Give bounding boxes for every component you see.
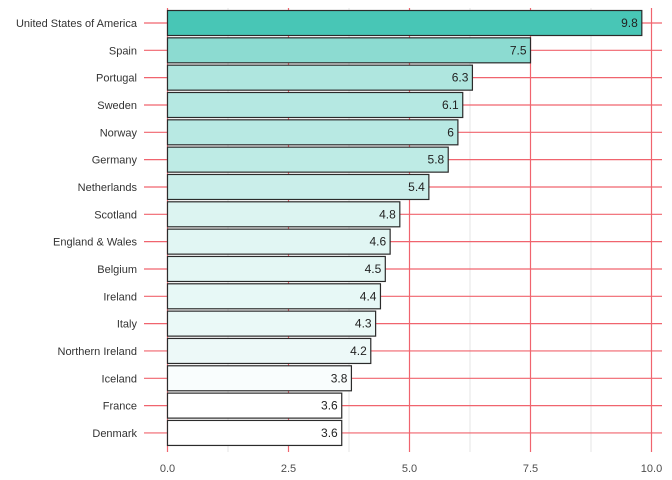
value-label: 4.4 [360,289,377,303]
bar [166,283,382,310]
category-label: Spain [109,45,137,57]
bar [166,310,377,337]
bar [166,64,474,91]
bar [166,255,386,283]
bar [166,91,464,119]
x-tick-label: 10.0 [641,463,662,475]
x-tick-label: 7.5 [523,463,538,475]
category-label: Belgium [97,264,137,276]
category-label: Norway [100,127,138,139]
bars-layer [166,9,643,447]
value-label: 4.5 [365,262,382,276]
bar [166,146,449,173]
category-label: Sweden [97,100,137,112]
value-label: 7.5 [510,43,527,57]
bar [166,392,343,419]
category-label: Netherlands [78,182,138,194]
category-label: United States of America [16,18,138,30]
value-label: 4.2 [350,344,367,358]
value-label: 9.8 [621,16,638,30]
value-label: 6.3 [452,71,469,85]
category-label: Northern Ireland [58,346,138,358]
x-tick-label: 2.5 [281,463,296,475]
x-axis: 0.0 2.5 5.0 7.5 10.0 [160,463,662,475]
labels-layer: 9.8 United States of America 7.5 Spain 6.3 Po… [16,16,638,440]
bar [166,365,353,392]
x-tick-label: 0.0 [160,463,175,475]
category-label: Denmark [92,428,137,440]
bar [166,337,372,365]
value-label: 4.8 [379,207,396,221]
value-label: 4.6 [369,235,386,249]
category-label: France [103,401,137,413]
value-label: 6 [447,125,454,139]
bar [166,201,401,228]
bar [166,419,343,447]
bar [166,228,391,255]
bar [166,173,430,201]
bar [166,119,459,146]
value-label: 5.8 [428,153,445,167]
value-label: 5.4 [408,180,425,194]
bar [166,37,532,64]
category-label: Scotland [94,209,137,221]
category-label: Iceland [102,373,137,385]
value-label: 4.3 [355,317,372,331]
category-label: Italy [117,319,138,331]
value-label: 3.6 [321,426,338,440]
category-label: Portugal [96,73,137,85]
category-label: England & Wales [53,237,137,249]
value-label: 6.1 [442,98,459,112]
x-tick-label: 5.0 [402,463,417,475]
value-label: 3.6 [321,399,338,413]
category-label: Germany [92,155,138,167]
category-label: Ireland [103,291,137,303]
bar [166,9,643,37]
value-label: 3.8 [331,371,348,385]
